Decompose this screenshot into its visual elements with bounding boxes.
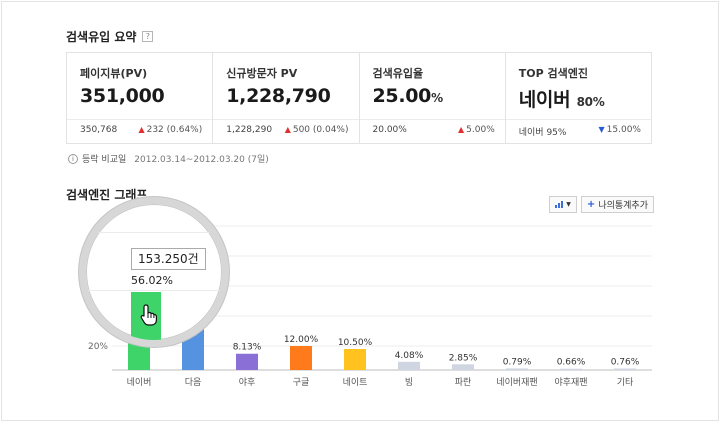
summary-title: 검색유입 요약 — [66, 30, 137, 44]
bar-value-label: 0.79% — [503, 357, 532, 367]
bar-3[interactable] — [236, 353, 258, 370]
hand-cursor-icon — [140, 304, 157, 326]
card-delta: ▲ 500 (0.04%) — [284, 125, 349, 135]
bar-value-label: 8.13% — [233, 343, 262, 353]
x-tick-label: 다음 — [185, 377, 202, 388]
x-tick-label: 구글 — [293, 377, 310, 388]
card-base-value: 20.00% — [372, 125, 407, 135]
x-tick-label: 파란 — [455, 376, 472, 388]
bar-7[interactable] — [452, 364, 474, 370]
card-value: 25.00% — [372, 85, 444, 107]
x-tick-label: 기타 — [617, 377, 634, 388]
summary-card-pageview: 페이지뷰(PV) 351,000 350,768 ▲ 232 (0.64%) — [67, 53, 214, 143]
compare-period: i 등락 비교일 2012.03.14~2012.03.20 (7일) — [68, 152, 269, 165]
magnifier-lens: 56.02% 153.250건 — [79, 197, 229, 347]
magnified-bar-label: 56.02% — [131, 274, 173, 287]
bar-value-label: 0.66% — [557, 358, 586, 368]
x-tick-label: 네이버재팬 — [496, 377, 537, 388]
graph-section-title: 검색엔진 그래프 — [66, 186, 147, 203]
summary-panel: 페이지뷰(PV) 351,000 350,768 ▲ 232 (0.64%) 신규… — [66, 52, 652, 144]
plus-icon: + — [586, 199, 596, 210]
x-tick-label: 야후 — [239, 377, 256, 388]
card-label: TOP 검색엔진 — [518, 67, 588, 80]
bar-value-label: 2.85% — [449, 353, 478, 363]
arrow-up-icon: ▲ — [458, 125, 465, 134]
card-delta: ▼ 15.00% — [598, 125, 641, 135]
summary-card-top-engine: TOP 검색엔진 네이버 80% 네이버 95% ▼ 15.00% — [505, 53, 651, 143]
add-my-stats-button[interactable]: + 나의통계추가 — [580, 196, 654, 213]
compare-label: 등락 비교일 — [82, 155, 127, 165]
arrow-up-icon: ▲ — [284, 125, 291, 134]
card-label: 신규방문자 PV — [226, 67, 298, 80]
arrow-up-icon: ▲ — [138, 125, 145, 134]
bar-value-label: 10.50% — [338, 338, 373, 348]
card-value: 1,228,790 — [226, 85, 331, 107]
compare-period-range: 2012.03.14~2012.03.20 (7일) — [134, 155, 269, 165]
card-label: 검색유입율 — [372, 67, 424, 80]
summary-card-new-visitors: 신규방문자 PV 1,228,790 1,228,290 ▲ 500 (0.04%… — [213, 53, 360, 143]
graph-title: 검색엔진 그래프 — [66, 188, 148, 202]
card-delta: ▲ 5.00% — [458, 125, 495, 135]
card-base-value: 350,768 — [80, 125, 118, 135]
card-value: 351,000 — [80, 85, 165, 107]
card-label: 페이지뷰(PV) — [80, 67, 148, 80]
bar-9[interactable] — [560, 368, 582, 370]
card-delta: ▲ 232 (0.64%) — [138, 125, 203, 135]
summary-section-title: 검색유입 요약 ? — [66, 28, 154, 45]
bar-chart-icon — [555, 201, 564, 208]
bar-value-label: 4.08% — [395, 351, 424, 361]
x-tick-label: 네이트 — [343, 377, 368, 388]
x-tick-label: 야후재팬 — [554, 377, 587, 388]
card-base-value: 1,228,290 — [226, 125, 273, 135]
bar-value-label: 0.76% — [611, 357, 640, 367]
card-value: 네이버 80% — [518, 89, 605, 111]
chart-toolbar: ▼ + 나의통계추가 — [549, 196, 654, 213]
y-tick-label: 20% — [88, 342, 108, 352]
help-icon[interactable]: ? — [142, 31, 154, 42]
info-icon: i — [68, 153, 78, 164]
bar-5[interactable] — [344, 349, 366, 370]
bar-8[interactable] — [506, 368, 528, 370]
bar-4[interactable] — [290, 346, 312, 370]
arrow-down-icon: ▼ — [598, 125, 605, 134]
bar-10[interactable] — [614, 368, 636, 370]
x-tick-label: 빙 — [405, 377, 413, 388]
x-tick-label: 네이버 — [127, 377, 152, 388]
chart-type-dropdown[interactable]: ▼ — [549, 196, 577, 213]
card-base-value: 네이버 95% — [518, 128, 567, 138]
summary-card-search-inflow-rate: 검색유입율 25.00% 20.00% ▲ 5.00% — [359, 53, 506, 143]
bar-value-label: 12.00% — [284, 335, 319, 345]
bar-tooltip: 153.250건 — [131, 248, 206, 270]
chevron-down-icon: ▼ — [566, 201, 571, 208]
bar-6[interactable] — [398, 361, 420, 370]
